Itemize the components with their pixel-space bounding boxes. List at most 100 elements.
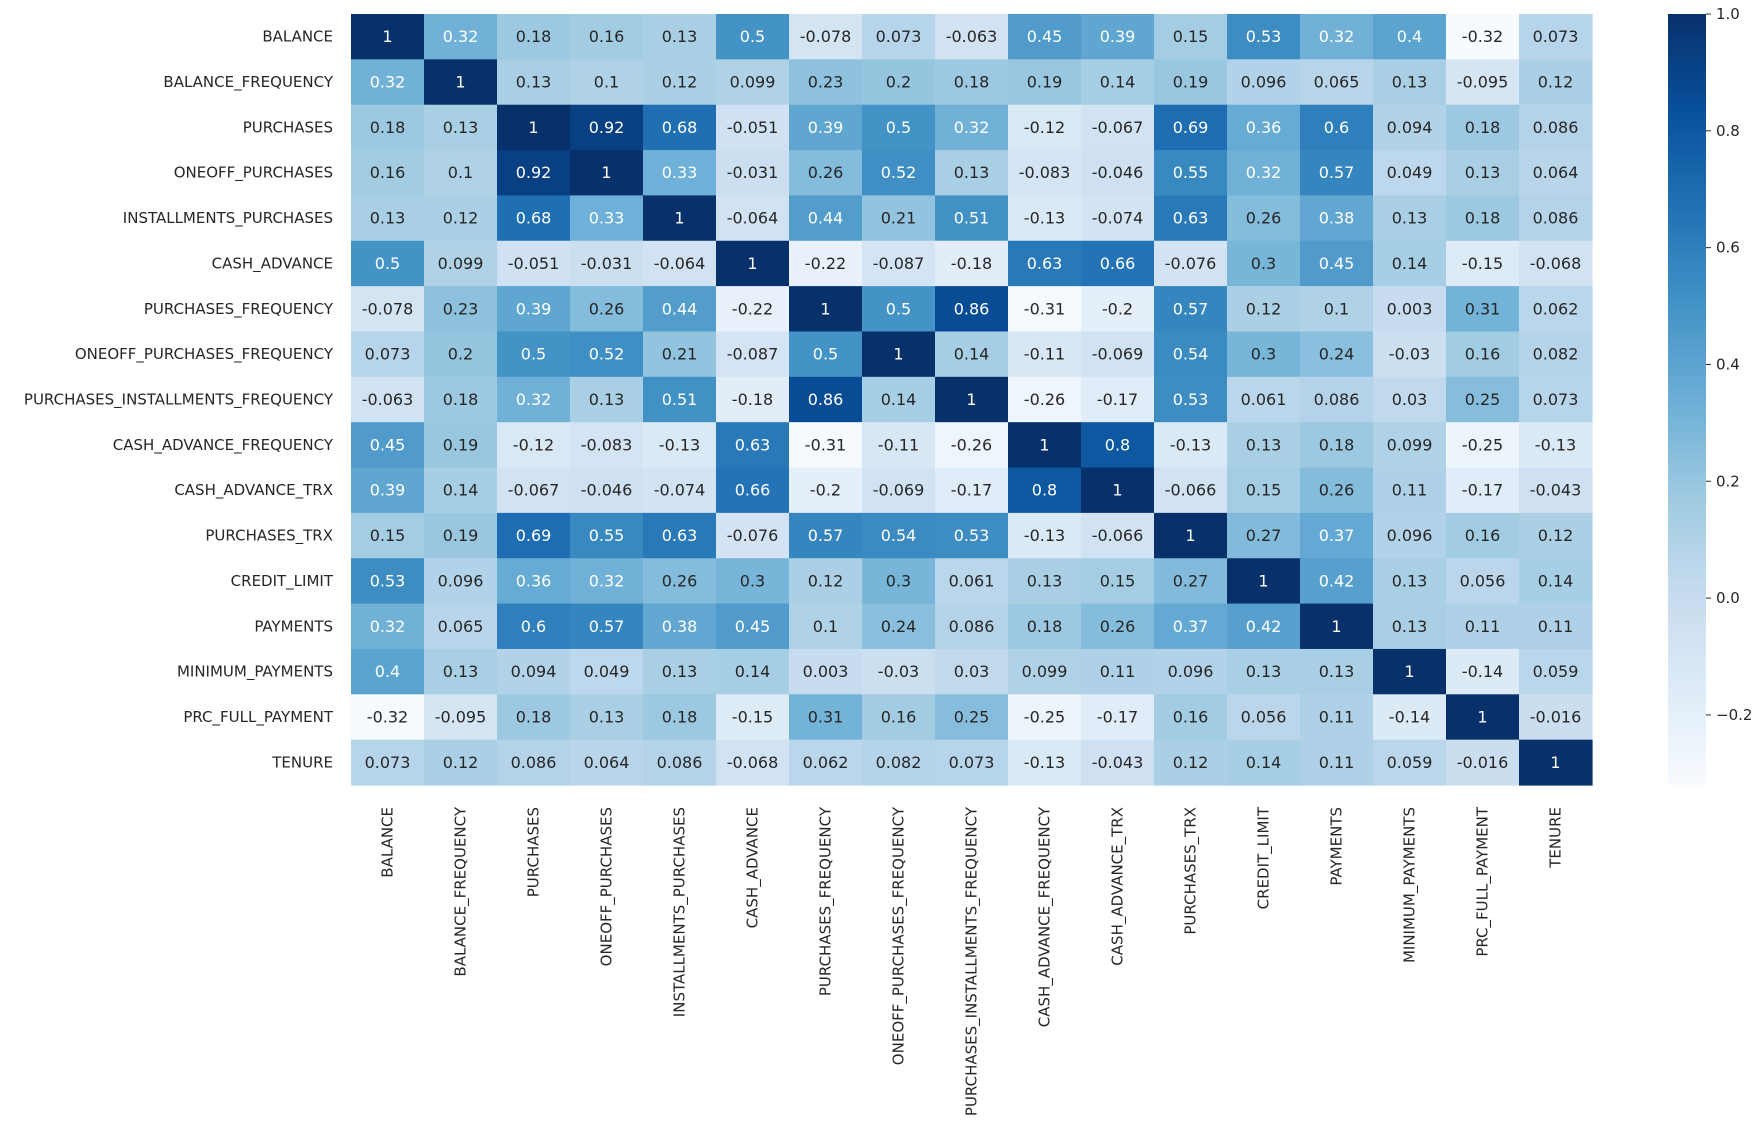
column-labels: BALANCE BALANCE_FREQUENCY PURCHASES ONEOFF_… xyxy=(379,806,1565,1116)
heatmap-cell xyxy=(1446,467,1520,514)
heatmap-cell xyxy=(1081,422,1155,469)
cell-value-label: 1 xyxy=(382,27,392,46)
cell-value-label: -0.083 xyxy=(581,435,633,454)
cell-value-label: -0.046 xyxy=(1092,163,1144,182)
cell-value-label: 0.19 xyxy=(443,526,479,545)
heatmap-cell xyxy=(424,422,498,469)
heatmap-cell xyxy=(497,558,571,605)
cell-value-label: 1 xyxy=(674,209,684,228)
heatmap-cell xyxy=(1227,14,1301,60)
cell-value-label: -0.087 xyxy=(873,254,925,273)
cell-value-label: 0.062 xyxy=(803,753,849,772)
heatmap-cell xyxy=(862,376,936,423)
cell-value-label: 0.12 xyxy=(1538,526,1574,545)
cell-value-label: 0.26 xyxy=(662,571,698,590)
cell-value-label: 0.056 xyxy=(1241,707,1287,726)
cell-value-label: 0.33 xyxy=(662,163,698,182)
heatmap-cell xyxy=(935,14,1009,60)
cell-value-label: 0.19 xyxy=(1173,73,1209,92)
cell-value-label: 0.27 xyxy=(1246,526,1282,545)
cell-value-label: 1 xyxy=(1112,481,1122,500)
cell-value-label: -0.016 xyxy=(1530,707,1582,726)
heatmap-cell xyxy=(1373,648,1447,695)
row-tick-label: PAYMENTS xyxy=(254,617,333,635)
cell-value-label: -0.18 xyxy=(732,390,773,409)
heatmap-cell xyxy=(862,739,936,786)
cell-value-label: -0.17 xyxy=(1097,707,1138,726)
cell-value-label: -0.18 xyxy=(951,254,992,273)
cell-value-label: 0.13 xyxy=(1392,571,1428,590)
cell-value-label: 0.13 xyxy=(516,73,552,92)
column-tick-label: ONEOFF_PURCHASES xyxy=(598,807,617,966)
column-tick-label: PURCHASES_FREQUENCY xyxy=(817,806,836,996)
heatmap-cell xyxy=(1373,603,1447,650)
heatmap-cell xyxy=(1008,467,1082,514)
column-tick-label: CASH_ADVANCE_FREQUENCY xyxy=(1036,806,1055,1027)
cell-value-label: 0.086 xyxy=(949,617,995,636)
column-tick-label: PURCHASES_TRX xyxy=(1182,807,1201,935)
cell-value-label: 0.66 xyxy=(735,481,771,500)
cell-value-label: 0.056 xyxy=(1460,571,1506,590)
heatmap-cell xyxy=(351,376,425,423)
heatmap-cell xyxy=(1154,286,1228,333)
cell-value-label: 0.11 xyxy=(1392,481,1428,500)
cell-value-label: 0.39 xyxy=(1100,27,1136,46)
heatmap-cell xyxy=(716,694,790,741)
heatmap-cell xyxy=(1446,104,1520,151)
heatmap-cell xyxy=(935,59,1009,106)
cell-value-label: -0.087 xyxy=(727,345,779,364)
heatmap-cell xyxy=(1373,195,1447,242)
cell-value-label: -0.32 xyxy=(367,707,408,726)
heatmap-cell xyxy=(935,558,1009,605)
heatmap-cell xyxy=(1373,694,1447,741)
column-tick-label: MINIMUM_PAYMENTS xyxy=(1401,807,1420,963)
cell-value-label: -0.083 xyxy=(1019,163,1071,182)
heatmap-cell xyxy=(935,240,1009,287)
heatmap-cell xyxy=(1373,467,1447,514)
heatmap-cell xyxy=(497,59,571,106)
heatmap-cell xyxy=(862,104,936,151)
cell-value-label: 0.37 xyxy=(1173,617,1209,636)
heatmap-cell xyxy=(1008,603,1082,650)
heatmap-cell xyxy=(862,422,936,469)
cell-value-label: 0.25 xyxy=(954,707,990,726)
cell-value-label: 0.049 xyxy=(1387,163,1433,182)
cell-value-label: 0.5 xyxy=(375,254,400,273)
cell-value-label: -0.26 xyxy=(951,435,992,454)
cell-value-label: -0.03 xyxy=(1389,345,1430,364)
heatmap-cell xyxy=(716,739,790,786)
heatmap-cell xyxy=(716,104,790,151)
heatmap-cell xyxy=(1300,104,1374,151)
heatmap-cell xyxy=(935,739,1009,786)
cell-value-label: 0.68 xyxy=(662,118,698,137)
heatmap-cell xyxy=(1300,467,1374,514)
cell-value-label: 0.5 xyxy=(886,299,911,318)
cell-value-label: 1 xyxy=(1185,526,1195,545)
cell-value-label: -0.067 xyxy=(508,481,560,500)
cell-value-label: 0.064 xyxy=(584,753,630,772)
cell-value-label: 0.13 xyxy=(662,662,698,681)
heatmap-cell xyxy=(643,331,717,378)
cell-value-label: -0.14 xyxy=(1389,707,1430,726)
cell-value-label: 0.18 xyxy=(954,73,990,92)
heatmap-cell xyxy=(351,694,425,741)
heatmap-cell xyxy=(1446,286,1520,333)
cell-value-label: 0.12 xyxy=(808,571,844,590)
cell-value-label: 0.23 xyxy=(443,299,479,318)
heatmap-cell xyxy=(1300,59,1374,106)
cell-value-label: 0.12 xyxy=(1246,299,1282,318)
heatmap-cell xyxy=(1081,240,1155,287)
heatmap-cell xyxy=(643,739,717,786)
cell-value-label: 0.53 xyxy=(1246,27,1282,46)
heatmap-cell xyxy=(1519,331,1593,378)
heatmap-cell xyxy=(351,286,425,333)
heatmap-cell xyxy=(1519,739,1593,786)
heatmap-cell xyxy=(570,422,644,469)
heatmap-cell xyxy=(1446,150,1520,197)
cell-value-label: 0.45 xyxy=(735,617,771,636)
heatmap-cell xyxy=(1373,59,1447,106)
cell-value-label: 0.26 xyxy=(589,299,625,318)
cell-value-label: 0.065 xyxy=(1314,73,1360,92)
cell-value-label: 0.073 xyxy=(1533,27,1579,46)
